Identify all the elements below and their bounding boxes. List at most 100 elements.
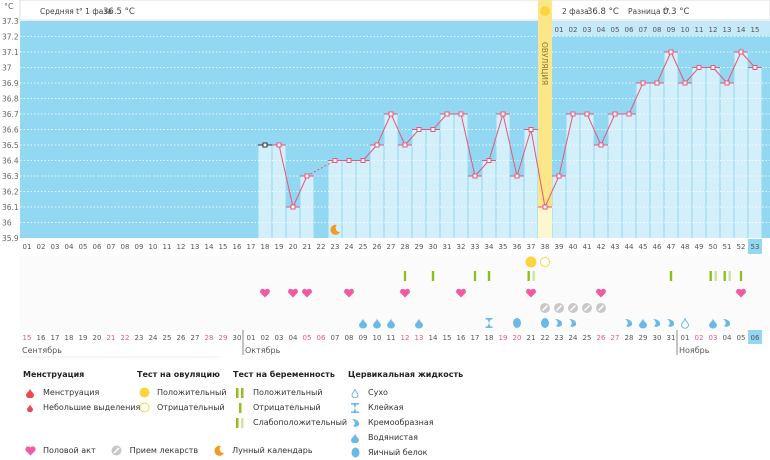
pregnancy-test-bar-icon xyxy=(403,271,407,281)
moon-icon xyxy=(330,224,340,235)
watery-fluid-icon xyxy=(387,318,395,329)
cycle-day-number: 10 xyxy=(149,243,158,251)
cycle-day-number: 34 xyxy=(485,243,494,251)
temperature-bar xyxy=(692,67,706,238)
cycle-day-number: 22 xyxy=(317,243,326,251)
calendar-date: 23 xyxy=(135,334,144,342)
temperature-point xyxy=(486,158,492,163)
cycle-day-number: 20 xyxy=(289,243,298,251)
temperature-point xyxy=(570,111,576,117)
calendar-date: 07 xyxy=(331,334,340,342)
temperature-line-segment xyxy=(502,113,518,177)
cycle-day-number: 35 xyxy=(499,243,508,251)
cycle-day-number: 52 xyxy=(737,243,746,251)
temperature-line-segment xyxy=(390,113,406,146)
cycle-day-number: 36 xyxy=(513,243,522,251)
small-drop-icon xyxy=(23,403,37,412)
temperature-point xyxy=(472,173,478,179)
temperature-bar xyxy=(412,129,426,238)
temperature-line-segment xyxy=(726,51,742,84)
calendar-date: 04 xyxy=(289,334,298,342)
temperature-point xyxy=(290,204,296,210)
calendar-date: 05 xyxy=(737,334,746,342)
cycle-day-number: 13 xyxy=(191,243,200,251)
calendar-date: 10 xyxy=(373,334,382,342)
dry-icon xyxy=(348,388,362,398)
legend-ovulation-test: Тест на овуляцию Положительный Отрицател… xyxy=(137,370,226,415)
cycle-day-number: 44 xyxy=(625,243,634,251)
luteal-day-number: 12 xyxy=(709,26,718,34)
cycle-day-number: 39 xyxy=(555,243,564,251)
legend-menstruation: Менструация Менструация Небольшие выделе… xyxy=(23,370,140,415)
pregnancy-test-bar-icon xyxy=(473,271,477,281)
calendar-date: 11 xyxy=(387,334,396,342)
negative-circle-icon xyxy=(137,402,151,413)
temperature-point xyxy=(556,173,562,179)
calendar-date: 30 xyxy=(653,334,662,342)
month-label: Ноябрь xyxy=(679,346,710,355)
y-tick-label: 36.9 xyxy=(2,79,19,88)
temperature-point xyxy=(332,158,338,163)
positive-ovulation-test-icon xyxy=(525,256,537,268)
cycle-day-number: 18 xyxy=(261,243,270,251)
cycle-day-number: 23 xyxy=(331,243,340,251)
cycle-day-number: 05 xyxy=(79,243,88,251)
legend-item: Сухо xyxy=(368,388,388,397)
temperature-bar xyxy=(706,67,720,238)
luteal-day-header xyxy=(552,21,770,36)
heart-icon xyxy=(456,288,466,298)
cycle-day-number: 24 xyxy=(345,243,354,251)
temperature-point xyxy=(612,111,618,117)
y-tick-label: 37 xyxy=(2,64,12,73)
heart-icon xyxy=(344,288,354,298)
cycle-day-number: 12 xyxy=(177,243,186,251)
temperature-point xyxy=(696,65,702,70)
cycle-day-number: 14 xyxy=(205,243,214,251)
temperature-line-segment xyxy=(586,113,602,146)
legend-item: Положительный xyxy=(253,388,323,397)
double-bar-icon xyxy=(233,387,247,398)
temperature-line-segment xyxy=(278,144,294,208)
calendar-date: 22 xyxy=(121,334,130,342)
calendar-date: 20 xyxy=(513,334,522,342)
luteal-day-number: 15 xyxy=(751,26,760,34)
cycle-day-number: 33 xyxy=(471,243,480,251)
heart-icon xyxy=(400,288,410,298)
calendar-date: 01 xyxy=(681,334,690,342)
temperature-point xyxy=(682,80,688,86)
pregnancy-test-bar-icon xyxy=(527,271,530,281)
cycle-day-number: 30 xyxy=(429,243,438,251)
cycle-day-number: 46 xyxy=(653,243,662,251)
calendar-date: 25 xyxy=(163,334,172,342)
y-tick-label: 36.6 xyxy=(2,126,19,135)
legend-item: Прием лекарств xyxy=(129,446,199,455)
temperature-point xyxy=(444,111,450,117)
legend-item: Клейкая xyxy=(368,403,404,412)
legend-title: Цервикальная жидкость xyxy=(348,370,464,379)
legend-item: Водянистая xyxy=(368,433,418,442)
eggwhite-icon xyxy=(348,447,362,458)
temperature-line-segment xyxy=(628,82,644,115)
blood-drop-icon xyxy=(23,387,37,398)
temperature-line-segment xyxy=(488,113,504,161)
calendar-date: 03 xyxy=(275,334,284,342)
temperature-bar xyxy=(748,67,762,238)
cycle-day-number: 08 xyxy=(121,243,130,251)
y-tick-label: 37.3 xyxy=(2,17,19,26)
temperature-point xyxy=(668,49,674,55)
luteal-day-number: 08 xyxy=(653,26,662,34)
pregnancy-test-bar-icon xyxy=(714,271,717,281)
legend-cervical: Цервикальная жидкость Сухо Клейкая Кремо… xyxy=(348,370,463,460)
legend-item: Небольшие выделения xyxy=(43,403,141,412)
cycle-day-number: 28 xyxy=(401,243,410,251)
cycle-day-number: 04 xyxy=(65,243,74,251)
pregnancy-test-bar-icon xyxy=(431,271,435,281)
calendar-date: 26 xyxy=(177,334,186,342)
temperature-line-segment xyxy=(362,144,378,161)
luteal-day-number: 05 xyxy=(611,26,620,34)
temperature-point xyxy=(416,127,422,132)
temperature-line-segment xyxy=(712,67,728,84)
temperature-point xyxy=(430,127,436,132)
luteal-day-number: 11 xyxy=(695,26,704,34)
creamy-fluid-icon xyxy=(667,319,675,327)
